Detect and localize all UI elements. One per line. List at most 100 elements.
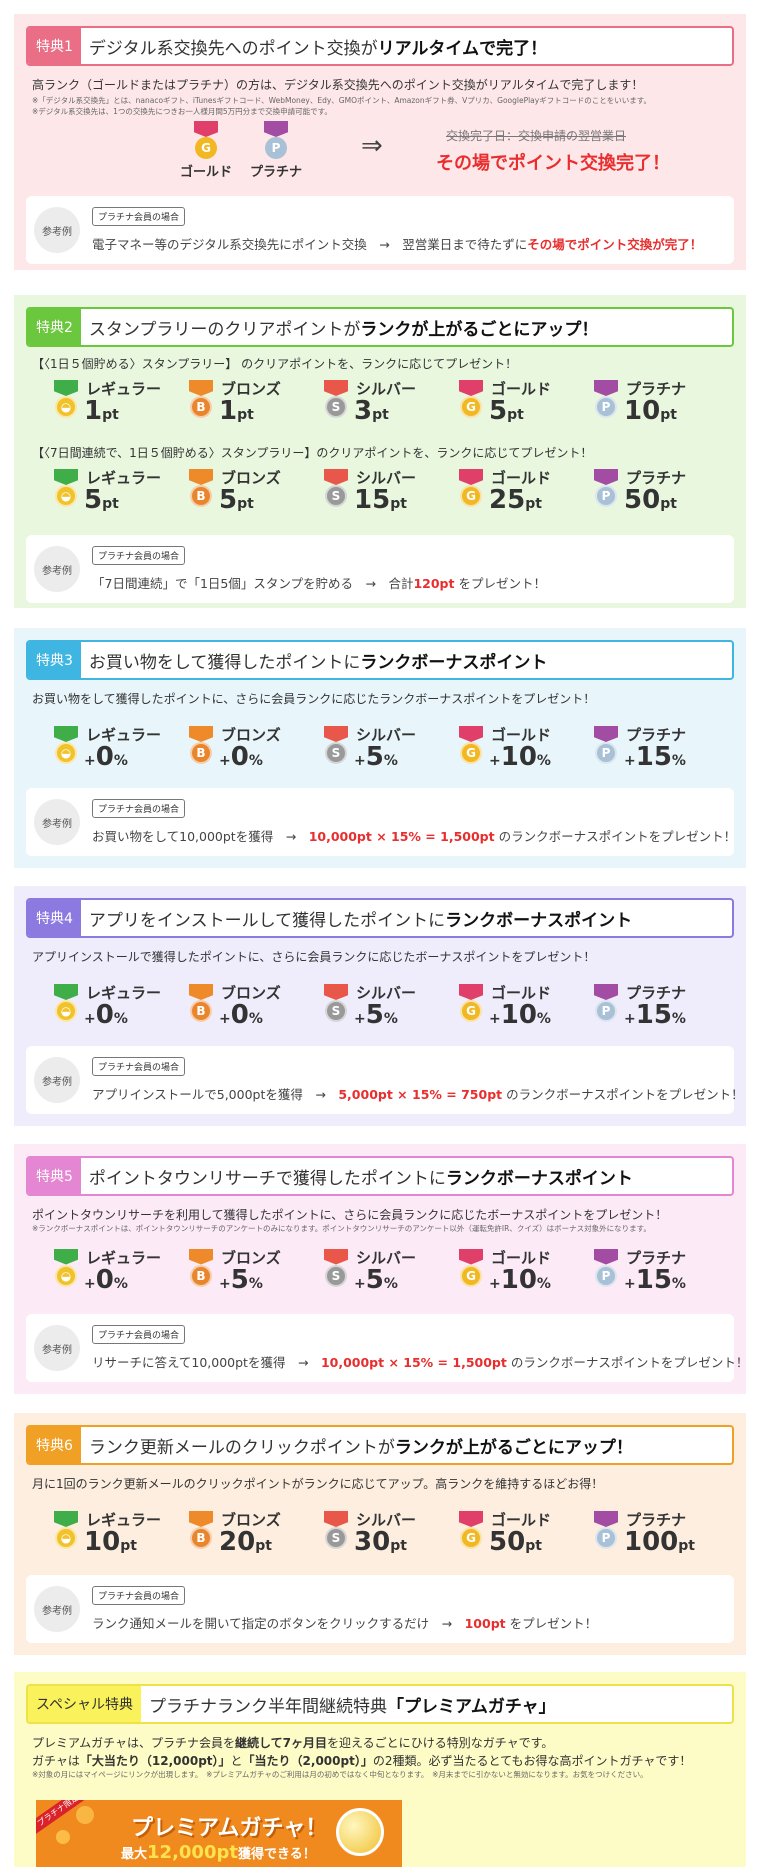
- platinum-medal-icon: P: [594, 1511, 618, 1555]
- rank-name: プラチナ: [626, 469, 687, 487]
- rank-item-regular: ◒ レギュラー 1pt: [36, 376, 166, 436]
- rank-value: 1pt: [219, 396, 254, 426]
- example-label: 参考例: [34, 799, 80, 845]
- rank-item-bronze: B ブロンズ +0%: [171, 980, 301, 1040]
- example-tag: プラチナ会員の場合: [92, 546, 186, 565]
- rank-name: ブロンズ: [221, 380, 281, 398]
- rank-value: +10%: [489, 742, 551, 772]
- rank-item-platinum: P プラチナ +15%: [576, 980, 706, 1040]
- rank-item-gold: G ゴールド +10%: [441, 1245, 571, 1305]
- rank-value: 5pt: [219, 485, 254, 515]
- rank-item-gold: G ゴールド 50pt: [441, 1507, 571, 1567]
- gacha-description-2: ガチャは「大当たり（12,000pt）」と「当たり（2,000pt）」の2種類。…: [32, 1754, 692, 1768]
- rank-item-regular: ◒ レギュラー 10pt: [36, 1507, 166, 1567]
- rank-item-silver: S シルバー +5%: [306, 1245, 436, 1305]
- platinum-medal-icon: P: [594, 1248, 618, 1293]
- silver-medal-icon: S: [324, 469, 348, 513]
- rank-value: 30pt: [354, 1527, 407, 1557]
- rank-row: ◒ レギュラー +0% B ブロンズ +5% S シルバー +5% G ゴールド +10% P プラチナ +…: [26, 1245, 734, 1305]
- rank-value: +15%: [624, 742, 686, 772]
- special-benefit-header: スペシャル特典 プラチナランク半年間継続特典「プレミアムガチャ」: [26, 1684, 734, 1724]
- example-label: 参考例: [34, 1325, 80, 1371]
- rank-value: +5%: [354, 742, 398, 772]
- rank-value: +0%: [219, 742, 263, 772]
- bronze-medal-icon: B: [189, 984, 213, 1028]
- rank-value: 50pt: [489, 1527, 542, 1557]
- benefit-badge: 特典2: [28, 309, 81, 345]
- benefit-title: スタンプラリーのクリアポイントがランクが上がるごとにアップ！: [88, 319, 599, 340]
- example-tag: プラチナ会員の場合: [92, 1325, 186, 1344]
- gold-medal-icon: G: [459, 1511, 483, 1555]
- benefit-6-section: 特典6 ランク更新メールのクリックポイントがランクが上がるごとにアップ！ 月に1…: [14, 1413, 746, 1655]
- old-completion-date: 交換完了日：交換申請の翌営業日: [446, 129, 627, 143]
- rank-value: 5pt: [489, 396, 524, 426]
- example-box: 参考例 プラチナ会員の場合 アプリインストールで5,000ptを獲得 → 5,0…: [26, 1046, 744, 1114]
- gold-medal-icon: G: [459, 984, 483, 1028]
- example-text: ランク通知メールを開いて指定のボタンをクリックするだけ → 100pt をプレゼ…: [92, 1616, 598, 1631]
- rank-value: 10pt: [624, 396, 677, 426]
- banner-subtitle: 最大12,000pt獲得できる！: [121, 1842, 316, 1863]
- ribbon-icon: [264, 121, 288, 137]
- benefit-3-section: 特典3 お買い物をして獲得したポイントにランクボーナスポイント お買い物をして獲…: [14, 628, 746, 868]
- regular-medal-icon: ◒: [54, 380, 78, 424]
- example-label: 参考例: [34, 1586, 80, 1632]
- benefit-badge: 特典4: [28, 900, 81, 936]
- benefit-4-section: 特典4 アプリをインストールして獲得したポイントにランクボーナスポイント アプリ…: [14, 886, 746, 1126]
- example-tag: プラチナ会員の場合: [92, 1057, 186, 1076]
- rank-value: +10%: [489, 1000, 551, 1030]
- benefit-note: ※デジタル系交換先は、1つの交換先につきお一人様月間5万円分まで交換申請可能です…: [32, 106, 332, 116]
- gold-coin-icon: G: [195, 137, 217, 159]
- rank-name: レギュラー: [86, 380, 162, 398]
- benefit-note: ※「デジタル系交換先」とは、nanacoギフト、iTunesギフトコード、Web…: [32, 96, 651, 105]
- rank-item-platinum: P プラチナ 50pt: [576, 465, 706, 525]
- premium-gacha-banner[interactable]: プラチナ限定 プレミアムガチャ！ 最大12,000pt獲得できる！: [36, 1800, 402, 1867]
- gacha-note: ※対象の月にはマイページにリンクが出現します。 ※プレミアムガチャのご利用は月の…: [32, 1770, 648, 1779]
- rank-value: +15%: [624, 1264, 686, 1295]
- banner-title: プレミアムガチャ！: [131, 1816, 328, 1841]
- stamp-rally-1day-label: 【〈1日５個貯める〉スタンプラリー】 のクリアポイントを、ランクに応じてプレゼン…: [32, 357, 518, 371]
- gold-medal: G ゴールド: [176, 121, 236, 180]
- special-title: プラチナランク半年間継続特典「プレミアムガチャ」: [149, 1696, 556, 1717]
- special-badge: スペシャル特典: [28, 1686, 142, 1722]
- rank-item-regular: ◒ レギュラー 5pt: [36, 465, 166, 525]
- example-tag: プラチナ会員の場合: [92, 799, 186, 818]
- platinum-coin-icon: P: [265, 137, 287, 159]
- rank-value: +0%: [219, 1000, 263, 1030]
- silver-medal-icon: S: [324, 984, 348, 1028]
- rank-value: +5%: [354, 1000, 398, 1030]
- rank-name: プラチナ: [626, 380, 687, 398]
- rank-name: プラチナ: [626, 984, 687, 1002]
- rank-name: シルバー: [356, 1248, 417, 1267]
- rank-item-silver: S シルバー 3pt: [306, 376, 436, 436]
- rank-name: レギュラー: [86, 1248, 162, 1267]
- rank-name: ブロンズ: [221, 726, 281, 744]
- regular-medal-icon: ◒: [54, 984, 78, 1028]
- rank-name: プラチナ: [626, 1511, 687, 1529]
- medal-label: プラチナ: [249, 165, 302, 180]
- rank-row: ◒ レギュラー 1pt B ブロンズ 1pt S シルバー 3pt G ゴールド 5pt P プラチナ 10…: [26, 376, 734, 436]
- rank-value: 10pt: [84, 1527, 137, 1557]
- instant-completion-text: その場でポイント交換完了！: [436, 153, 670, 174]
- rank-name: ゴールド: [491, 726, 552, 744]
- rank-value: +0%: [84, 1000, 128, 1030]
- benefit-badge: 特典3: [28, 642, 81, 678]
- rank-item-gold: G ゴールド +10%: [441, 980, 571, 1040]
- special-benefit-section: スペシャル特典 プラチナランク半年間継続特典「プレミアムガチャ」 プレミアムガチ…: [14, 1672, 746, 1867]
- silver-medal-icon: S: [324, 726, 348, 770]
- rank-row: ◒ レギュラー +0% B ブロンズ +0% S シルバー +5% G ゴールド +10% P プラチナ +…: [26, 722, 734, 782]
- rank-name: ブロンズ: [221, 1248, 281, 1267]
- rank-value: 20pt: [219, 1527, 272, 1557]
- rank-item-regular: ◒ レギュラー +0%: [36, 722, 166, 782]
- regular-medal-icon: ◒: [54, 726, 78, 770]
- rank-name: ゴールド: [491, 1511, 552, 1529]
- example-text: アプリインストールで5,000ptを獲得 → 5,000pt × 15% = 7…: [92, 1087, 744, 1102]
- example-label: 参考例: [34, 546, 80, 592]
- bronze-medal-icon: B: [189, 1248, 213, 1293]
- rank-name: ブロンズ: [221, 1511, 281, 1529]
- gold-medal-icon: G: [459, 1248, 483, 1293]
- benefit-title: デジタル系交換先へのポイント交換がリアルタイムで完了！: [88, 38, 548, 59]
- bronze-medal-icon: B: [189, 469, 213, 513]
- rank-value: +5%: [354, 1264, 398, 1295]
- rank-value: +0%: [84, 742, 128, 772]
- rank-item-bronze: B ブロンズ 5pt: [171, 465, 301, 525]
